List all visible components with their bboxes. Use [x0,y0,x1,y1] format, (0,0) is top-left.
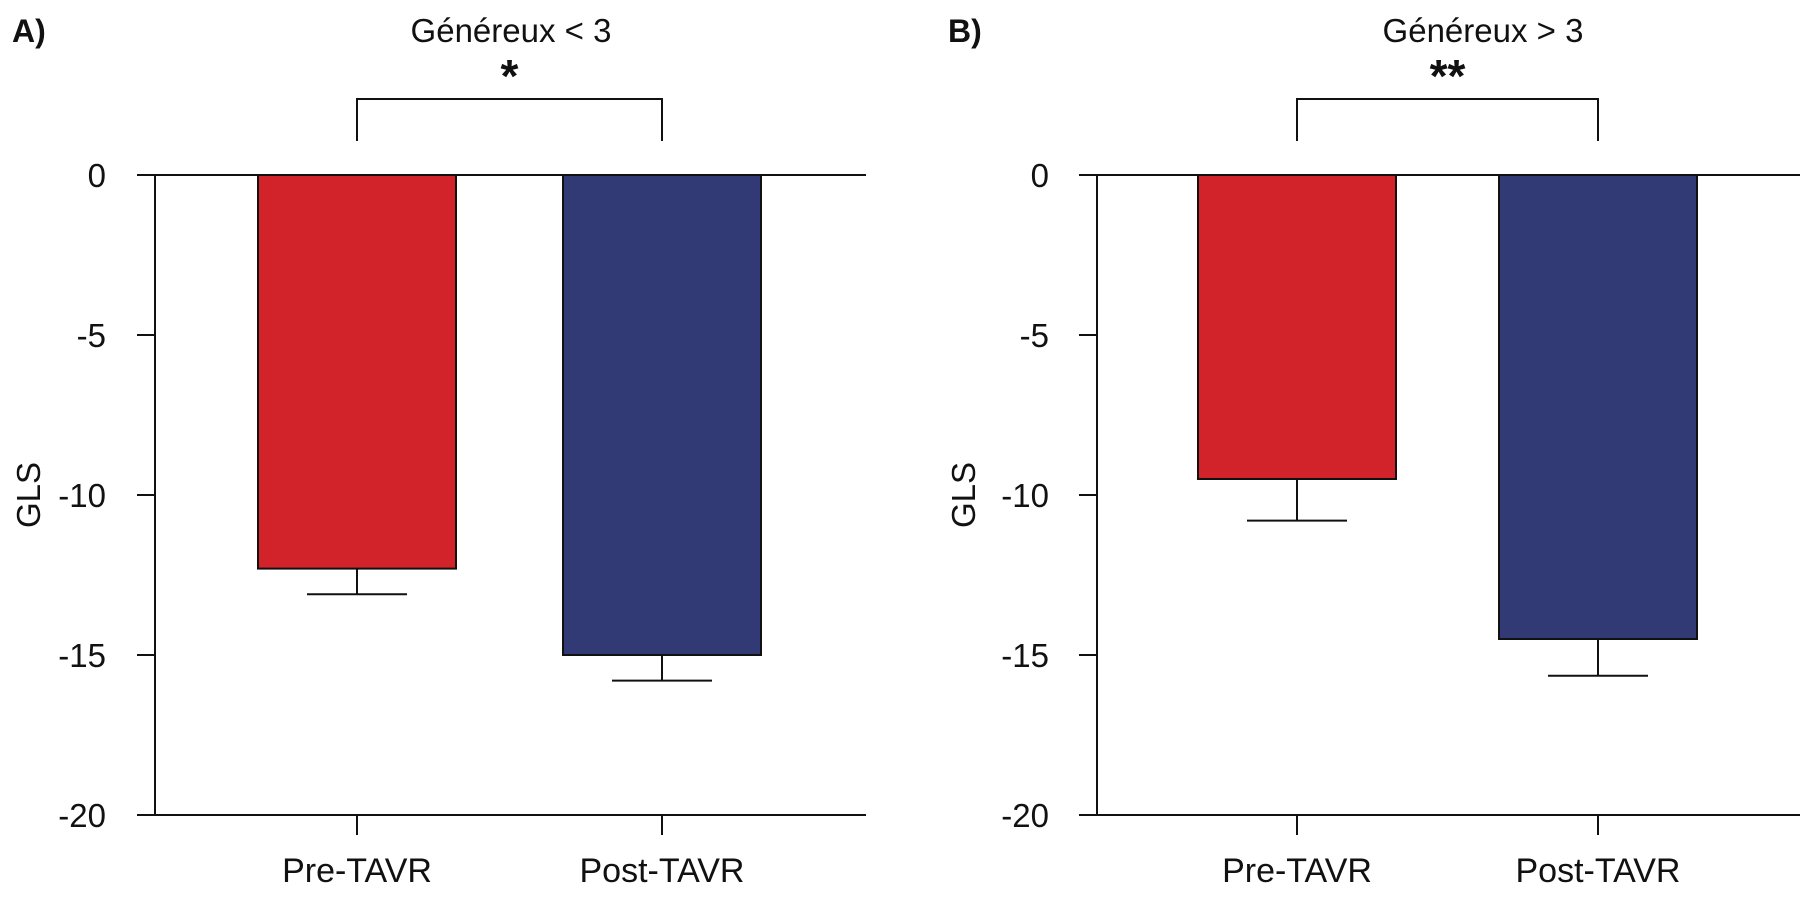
y-tick-label: 0 [88,157,106,194]
bar-pre-tavr [257,174,457,570]
significance-bracket [356,98,663,141]
significance-marker: * [501,50,519,102]
y-tick-label: 0 [1031,157,1049,194]
x-tick-label: Pre-TAVR [282,852,432,890]
bar-pre-tavr [1197,174,1397,480]
y-tick-label: -15 [58,637,106,674]
y-axis-label: GLS [10,462,47,528]
y-tick-label: -5 [1020,317,1049,354]
bar-post-tavr [1498,174,1698,640]
panel-label: A) [12,13,46,49]
bar-post-tavr [562,174,762,656]
y-axis-label: GLS [945,462,982,528]
x-tick-label: Post-TAVR [1516,852,1681,890]
significance-bracket [1296,98,1599,141]
y-tick-label: -10 [58,477,106,514]
y-tick-label: -20 [1001,797,1049,834]
x-tick-label: Pre-TAVR [1222,852,1372,890]
chart-title: Généreux > 3 [1383,12,1584,49]
chart-title: Généreux < 3 [411,12,612,49]
chart-panel-b: B) Généreux > 3 0 -5 -10 -15 -20 GLS Pre-TAVR Pos… [945,12,1800,890]
y-tick-label: -10 [1001,477,1049,514]
panel-label: B) [948,13,982,49]
y-tick-label: -15 [1001,637,1049,674]
chart-panel-a: A) Généreux < 3 0 -5 -10 -15 -20 GLS Pre-TAVR Pos… [10,12,866,890]
x-tick-label: Post-TAVR [580,852,745,890]
y-tick-label: -20 [58,797,106,834]
y-tick-label: -5 [77,317,106,354]
significance-marker: ** [1430,50,1466,102]
